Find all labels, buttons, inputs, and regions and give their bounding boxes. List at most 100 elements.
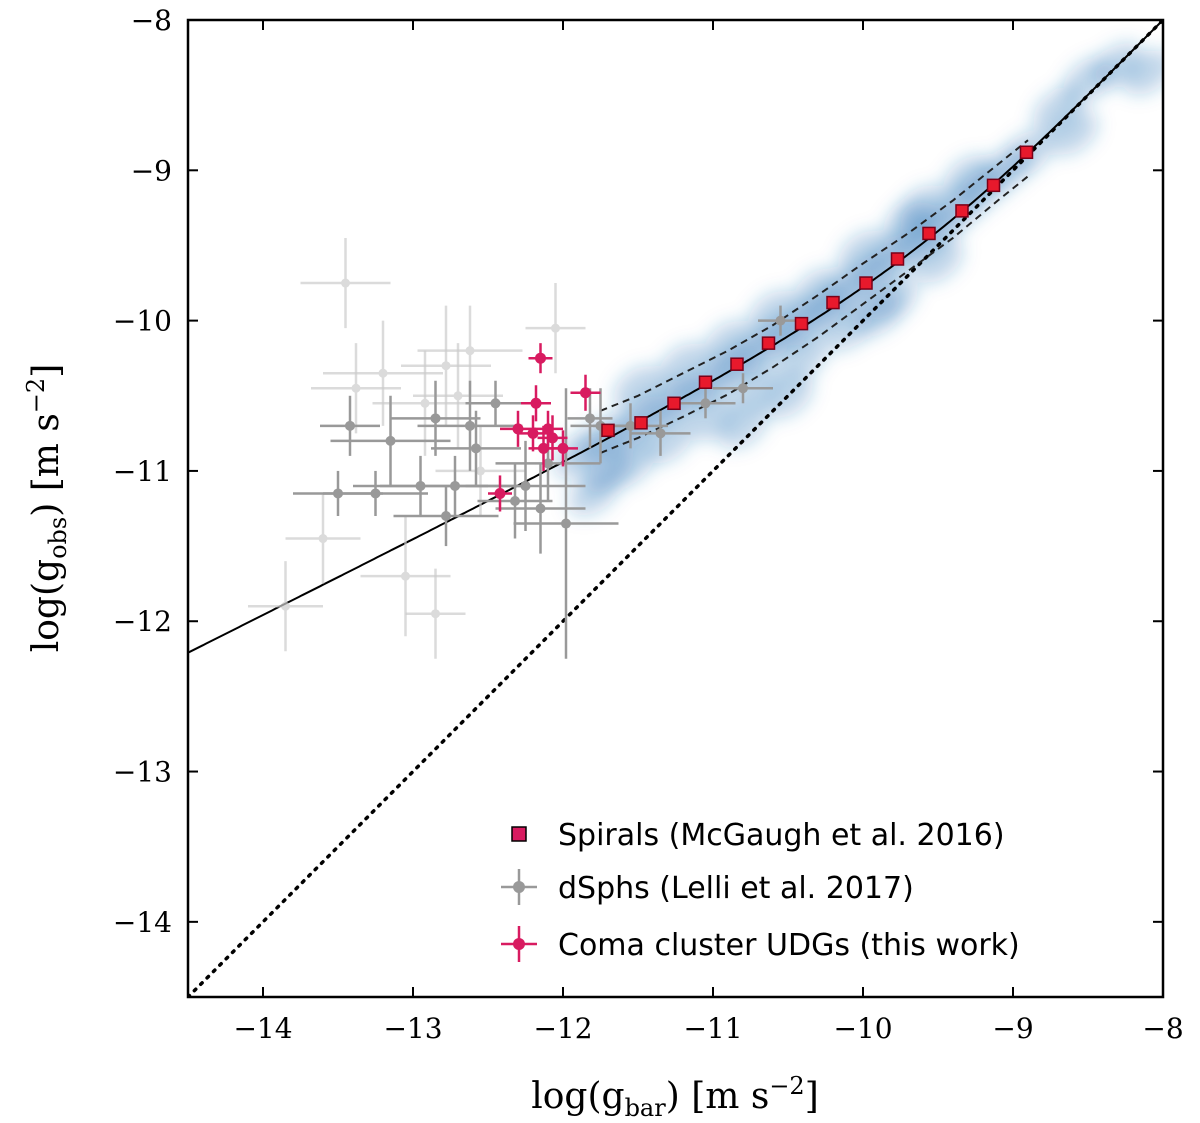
density-blob bbox=[568, 471, 618, 516]
dsph-point bbox=[417, 380, 523, 471]
dsph-faint-point bbox=[311, 343, 401, 434]
legend: Spirals (McGaugh et al. 2016) dSphs (Lel… bbox=[501, 818, 1020, 963]
data-point bbox=[585, 413, 595, 424]
data-point bbox=[450, 480, 460, 491]
data-point bbox=[580, 387, 591, 399]
dsph-point bbox=[393, 485, 499, 547]
dsph-faint-point bbox=[248, 561, 323, 652]
data-point bbox=[527, 427, 539, 439]
x-tick-label: −13 bbox=[383, 1012, 442, 1045]
udg-point bbox=[570, 374, 601, 411]
data-point bbox=[471, 443, 481, 454]
dsph-point bbox=[630, 410, 691, 456]
data-point bbox=[561, 518, 571, 529]
dsph-faint-point bbox=[323, 320, 443, 426]
y-tick-label: −8 bbox=[131, 4, 172, 37]
axis-ticks: −14 −13 −12 −11 −10 −9 −8 −14 −13 −12 −11 −10 −9 −8 bbox=[113, 4, 1184, 1045]
data-point bbox=[490, 398, 501, 409]
dsph-faint-point bbox=[285, 493, 361, 584]
dsph-point bbox=[713, 373, 773, 404]
dsph-point bbox=[567, 388, 613, 449]
density-blob bbox=[643, 418, 693, 464]
y-tick-label: −14 bbox=[113, 906, 172, 939]
x-tick-label: −12 bbox=[533, 1012, 592, 1045]
density-blob bbox=[658, 343, 708, 389]
legend-label-spirals: Spirals (McGaugh et al. 2016) bbox=[558, 818, 1005, 853]
data-point bbox=[535, 503, 546, 514]
data-point bbox=[535, 352, 546, 364]
scatter-dashed-line bbox=[600, 139, 1029, 412]
dsph-point bbox=[323, 470, 428, 517]
spiral-points bbox=[601, 145, 1034, 438]
data-point bbox=[351, 383, 361, 393]
data-point bbox=[494, 487, 506, 499]
spiral-point bbox=[667, 396, 681, 411]
data-point bbox=[465, 420, 475, 431]
y-tick-label: −13 bbox=[113, 756, 172, 789]
spiral-point bbox=[761, 336, 776, 350]
density-blob bbox=[748, 290, 798, 336]
density-blob bbox=[613, 365, 663, 411]
dsph-point bbox=[675, 388, 736, 419]
spiral-point bbox=[1019, 145, 1034, 160]
udg-point bbox=[488, 475, 512, 512]
spiral-point bbox=[922, 226, 936, 241]
data-point bbox=[476, 466, 485, 476]
data-point bbox=[542, 423, 554, 435]
legend-marker-udgs bbox=[501, 926, 537, 962]
udg-points bbox=[488, 343, 601, 512]
density-blob bbox=[703, 320, 753, 366]
dsph-points bbox=[293, 305, 803, 659]
data-point bbox=[738, 383, 748, 394]
dsph-point bbox=[465, 380, 526, 426]
dsph-point bbox=[320, 395, 380, 456]
x-tick-label: −9 bbox=[992, 1012, 1033, 1045]
dsph-faint-point bbox=[360, 516, 451, 637]
dsph-faint-point bbox=[413, 343, 503, 449]
data-point bbox=[551, 323, 560, 333]
udg-point bbox=[521, 385, 551, 422]
density-blob bbox=[898, 185, 948, 231]
data-point bbox=[547, 432, 558, 444]
data-point bbox=[625, 420, 636, 431]
data-point bbox=[341, 278, 350, 288]
legend-label-dsphs: dSphs (Lelli et al. 2017) bbox=[558, 871, 914, 906]
y-tick-label: −12 bbox=[113, 605, 172, 638]
spiral-point bbox=[826, 295, 840, 310]
data-point bbox=[700, 398, 711, 409]
plot-frame bbox=[186, 18, 1165, 999]
density-blob bbox=[718, 403, 768, 449]
dsph-point bbox=[390, 380, 481, 456]
data-point bbox=[431, 609, 440, 619]
dsph-point bbox=[431, 410, 521, 486]
data-point bbox=[430, 413, 441, 424]
spiral-point bbox=[794, 316, 809, 331]
data-point bbox=[512, 423, 524, 435]
data-point bbox=[520, 480, 531, 491]
spiral-point bbox=[986, 178, 1001, 193]
density-blob bbox=[778, 335, 828, 381]
spiral-point bbox=[955, 204, 969, 218]
dsph-point bbox=[330, 395, 451, 486]
y-tick-label: −11 bbox=[113, 455, 172, 488]
spiral-point bbox=[634, 416, 648, 430]
x-tick-label: −8 bbox=[1142, 1012, 1183, 1045]
data-point bbox=[370, 488, 381, 499]
spiral-point bbox=[601, 423, 615, 438]
rar-fit-line bbox=[188, 20, 1163, 654]
dsph-point bbox=[758, 305, 803, 336]
data-point bbox=[538, 442, 549, 454]
density-blob bbox=[943, 155, 993, 201]
density-blob bbox=[838, 230, 888, 276]
dsph-faint-point bbox=[401, 305, 491, 426]
data-point bbox=[401, 571, 410, 581]
y-axis-label: log(gobs) [m s−2] bbox=[22, 364, 72, 653]
data-point bbox=[385, 435, 396, 446]
dsph-point bbox=[513, 388, 619, 659]
data-point bbox=[453, 391, 463, 401]
spiral-point bbox=[859, 276, 873, 290]
data-point bbox=[465, 346, 475, 356]
data-point bbox=[655, 428, 666, 439]
udg-point bbox=[533, 410, 563, 447]
